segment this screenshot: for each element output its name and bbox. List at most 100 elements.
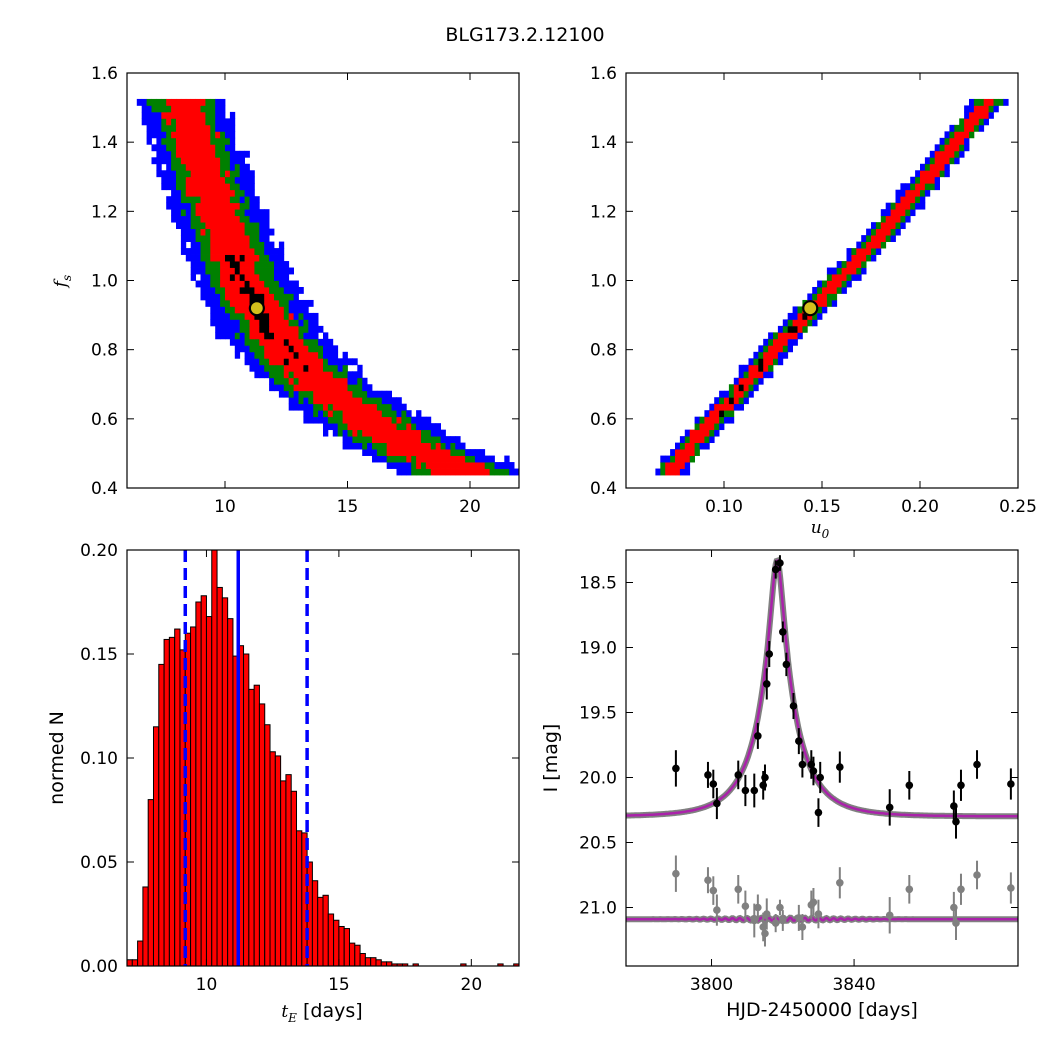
posterior-cell xyxy=(185,176,192,184)
posterior-cell xyxy=(841,286,847,294)
posterior-cell xyxy=(406,449,412,456)
y-tick-label: 19.5 xyxy=(579,704,617,724)
posterior-cell xyxy=(254,254,260,262)
posterior-cell xyxy=(342,423,348,431)
posterior-cell xyxy=(190,105,196,113)
posterior-cell xyxy=(323,429,329,437)
posterior-cell xyxy=(190,98,196,106)
posterior-cell xyxy=(171,137,177,145)
posterior-cell xyxy=(229,254,236,262)
posterior-cell xyxy=(416,416,422,424)
posterior-cell xyxy=(161,183,167,191)
posterior-cell xyxy=(215,196,221,204)
posterior-cell xyxy=(220,131,226,139)
posterior-cell xyxy=(234,332,241,340)
residual-point xyxy=(672,869,680,878)
posterior-cell xyxy=(670,449,676,456)
y-tick-label: 21.0 xyxy=(579,899,617,919)
posterior-cell xyxy=(239,202,245,210)
posterior-cell xyxy=(983,98,989,106)
posterior-cell xyxy=(190,163,196,171)
posterior-cell xyxy=(939,144,945,152)
posterior-cell xyxy=(229,248,236,255)
posterior-cell xyxy=(337,429,343,437)
posterior-cell xyxy=(215,124,221,132)
posterior-cell xyxy=(660,455,666,463)
posterior-cell xyxy=(411,449,417,456)
posterior-cell xyxy=(694,442,700,450)
posterior-cell xyxy=(969,105,975,113)
posterior-cell xyxy=(381,423,388,431)
posterior-cell xyxy=(372,442,378,450)
posterior-cell xyxy=(665,468,671,476)
posterior-cell xyxy=(323,338,329,346)
posterior-cell xyxy=(229,325,236,333)
posterior-cell xyxy=(396,455,402,463)
posterior-cell xyxy=(180,241,187,249)
posterior-cell xyxy=(225,215,231,223)
posterior-cell xyxy=(465,455,471,463)
posterior-cell xyxy=(342,390,348,398)
posterior-cell xyxy=(381,416,388,424)
posterior-cell xyxy=(278,384,285,392)
posterior-cell xyxy=(660,468,666,476)
posterior-cell xyxy=(185,254,192,262)
posterior-cell xyxy=(225,299,231,307)
posterior-cell xyxy=(269,267,275,275)
data-point xyxy=(762,680,771,688)
posterior-cell xyxy=(704,423,710,431)
posterior-cell xyxy=(318,345,324,353)
posterior-cell xyxy=(337,403,343,411)
posterior-cell xyxy=(288,390,294,398)
posterior-cell xyxy=(176,144,182,152)
posterior-cell xyxy=(190,118,196,126)
y-axis-label: fs xyxy=(51,275,74,289)
posterior-cell xyxy=(411,455,417,463)
histogram-bar xyxy=(163,638,170,967)
posterior-cell xyxy=(274,345,280,353)
posterior-cell xyxy=(861,267,867,275)
posterior-cell xyxy=(670,468,676,476)
posterior-cell xyxy=(920,202,926,210)
posterior-cell xyxy=(225,293,231,301)
residual-point xyxy=(704,876,712,884)
posterior-cell xyxy=(254,228,260,236)
posterior-cell xyxy=(215,332,221,340)
posterior-cell xyxy=(244,183,250,191)
posterior-cell xyxy=(411,468,417,476)
posterior-cell xyxy=(440,442,446,450)
posterior-cell xyxy=(327,384,334,392)
posterior-cell xyxy=(738,403,744,411)
posterior-cell xyxy=(861,235,867,242)
posterior-cell xyxy=(728,397,735,405)
posterior-cell xyxy=(264,274,270,281)
posterior-cell xyxy=(430,468,437,476)
posterior-cell xyxy=(274,338,280,346)
posterior-cell xyxy=(797,325,803,333)
posterior-cell xyxy=(313,377,319,385)
posterior-cell xyxy=(195,261,201,268)
posterior-cell xyxy=(303,416,309,424)
posterior-cell xyxy=(817,280,823,288)
posterior-cell xyxy=(180,105,187,113)
data-point xyxy=(885,803,894,812)
posterior-cell xyxy=(220,312,226,320)
posterior-cell xyxy=(337,358,343,366)
posterior-cell xyxy=(195,183,201,191)
posterior-cell xyxy=(773,338,779,346)
posterior-cell xyxy=(313,332,319,340)
posterior-cell xyxy=(249,358,255,366)
posterior-cell xyxy=(180,98,187,106)
posterior-cell xyxy=(728,410,735,418)
posterior-cell xyxy=(357,397,363,405)
posterior-cell xyxy=(376,455,383,463)
posterior-cell xyxy=(303,371,309,379)
posterior-cell xyxy=(748,377,754,385)
posterior-cell xyxy=(195,131,201,139)
posterior-cell xyxy=(416,436,422,444)
posterior-cell xyxy=(445,436,451,444)
posterior-cell xyxy=(220,274,226,281)
posterior-cell xyxy=(391,423,397,431)
posterior-cell xyxy=(180,248,187,255)
